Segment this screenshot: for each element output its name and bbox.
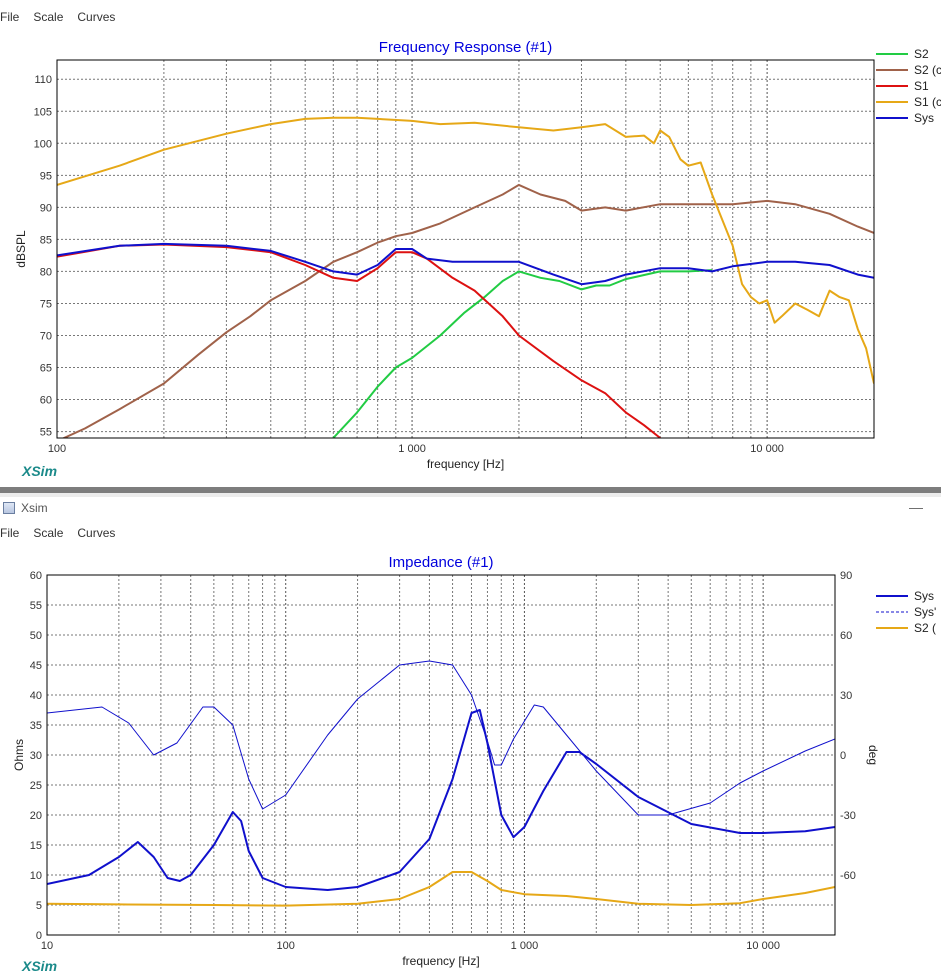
plot-frame bbox=[56, 59, 875, 439]
y-tick-label: 20 bbox=[30, 810, 42, 822]
window-splitter[interactable] bbox=[0, 487, 941, 493]
menu-curves[interactable]: Curves bbox=[77, 10, 116, 24]
series-line-1 bbox=[47, 660, 835, 816]
y-tick-label: 15 bbox=[30, 840, 42, 852]
legend-label-1: S2 (c bbox=[914, 63, 941, 77]
menu-file[interactable]: File bbox=[0, 10, 20, 24]
y-tick-label: 25 bbox=[30, 780, 42, 792]
x-axis-label: frequency [Hz] bbox=[402, 954, 479, 968]
y-tick-label: 55 bbox=[40, 427, 52, 439]
legend-label-0: S2 bbox=[914, 47, 929, 61]
legend-label-2: S2 ( bbox=[914, 621, 936, 635]
series-line-0 bbox=[47, 709, 835, 891]
plot-frame bbox=[46, 574, 836, 936]
x-tick-label: 1 000 bbox=[511, 940, 539, 952]
menu-scale[interactable]: Scale bbox=[33, 526, 64, 540]
y-tick-label: 45 bbox=[30, 660, 42, 672]
y-tick-label: 5 bbox=[36, 900, 42, 912]
x-tick-label: 1 000 bbox=[398, 443, 426, 455]
legend-label-4: Sys bbox=[914, 111, 934, 125]
legend-label-3: S1 (c bbox=[914, 95, 941, 109]
x-tick-label: 100 bbox=[277, 940, 295, 952]
y2-tick-label: 90 bbox=[840, 570, 852, 582]
series-line-2 bbox=[47, 871, 835, 907]
y-tick-label: 50 bbox=[30, 630, 42, 642]
y-tick-label: 70 bbox=[40, 330, 52, 342]
plot-area bbox=[57, 60, 874, 438]
xsim-logo: XSim bbox=[21, 463, 57, 479]
x-tick-label: 10 000 bbox=[750, 443, 784, 455]
minimize-button[interactable]: — bbox=[909, 499, 923, 515]
x-tick-label: 100 bbox=[48, 443, 66, 455]
frequency-response-chart: 55 60 65 70 75 80 85 90 95 100 105 110 100 1 000 10 00… bbox=[14, 39, 941, 479]
y-tick-label: 60 bbox=[40, 395, 52, 407]
y-tick-label: 85 bbox=[40, 234, 52, 246]
app-icon bbox=[3, 502, 15, 514]
x-tick-label: 10 000 bbox=[746, 940, 780, 952]
x-axis-label: frequency [Hz] bbox=[427, 457, 504, 471]
y-tick-label: 105 bbox=[34, 106, 52, 118]
legend-label-0: Sys bbox=[914, 589, 934, 603]
window-title: Xsim bbox=[21, 501, 48, 515]
y2-tick-label: -60 bbox=[840, 870, 856, 882]
menu-file[interactable]: File bbox=[0, 526, 20, 540]
splitter-shadow bbox=[0, 493, 941, 497]
y2-tick-label: -30 bbox=[840, 810, 856, 822]
y-tick-label: 40 bbox=[30, 690, 42, 702]
y2-tick-label: 0 bbox=[840, 750, 846, 762]
series-line-4 bbox=[57, 242, 874, 286]
xsim-logo: XSim bbox=[21, 958, 57, 974]
series-line-2 bbox=[57, 243, 661, 438]
chart-title: Impedance (#1) bbox=[388, 554, 493, 571]
chart-title: Frequency Response (#1) bbox=[379, 39, 552, 56]
y-tick-label: 80 bbox=[40, 266, 52, 278]
impedance-chart: 0 5 10 15 20 25 30 35 40 45 50 55 60 -60 -30 0 30 60 90 10 1… bbox=[12, 554, 936, 974]
y2-tick-label: 60 bbox=[840, 630, 852, 642]
y-tick-label: 10 bbox=[30, 870, 42, 882]
y-axis-label: dBSPL bbox=[14, 230, 28, 268]
y-tick-label: 65 bbox=[40, 363, 52, 375]
legend-label-1: Sys' bbox=[914, 605, 936, 619]
y-tick-label: 90 bbox=[40, 202, 52, 214]
y-tick-label: 30 bbox=[30, 750, 42, 762]
menubar-top: File Scale Curves bbox=[0, 6, 129, 28]
y-tick-label: 35 bbox=[30, 720, 42, 732]
y-tick-label: 75 bbox=[40, 298, 52, 310]
window-titlebar: Xsim — bbox=[0, 497, 941, 519]
x-tick-label: 10 bbox=[41, 940, 53, 952]
y-tick-label: 95 bbox=[40, 170, 52, 182]
legend-label-2: S1 bbox=[914, 79, 929, 93]
y-axis-label: Ohms bbox=[12, 739, 26, 771]
series-line-3 bbox=[57, 116, 874, 384]
menu-scale[interactable]: Scale bbox=[33, 10, 64, 24]
y2-tick-label: 30 bbox=[840, 690, 852, 702]
series-line-1 bbox=[61, 183, 874, 438]
y2-axis-label: deg bbox=[866, 745, 880, 765]
series-line-0 bbox=[332, 269, 713, 438]
menubar-bottom: File Scale Curves bbox=[0, 522, 129, 544]
y-tick-label: 110 bbox=[34, 74, 52, 86]
y-tick-label: 60 bbox=[30, 570, 42, 582]
menu-curves[interactable]: Curves bbox=[77, 526, 116, 540]
y-tick-label: 55 bbox=[30, 600, 42, 612]
y-tick-label: 100 bbox=[34, 138, 52, 150]
y-tick-label: 0 bbox=[36, 930, 42, 942]
